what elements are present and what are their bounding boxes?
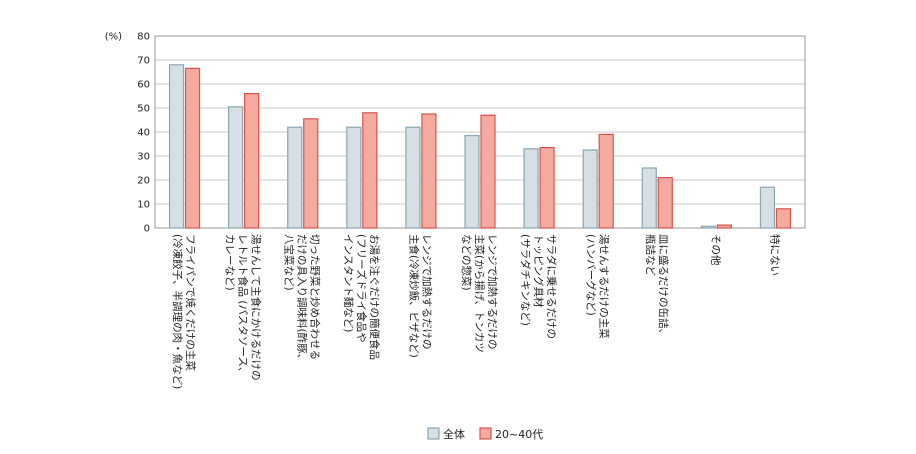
category-label: レンジで加熱するだけの bbox=[486, 234, 499, 350]
bar-all-6 bbox=[523, 148, 539, 229]
y-tick-label: 30 bbox=[137, 152, 150, 163]
category-label: トッピング具材 bbox=[532, 234, 545, 308]
legend-swatch bbox=[427, 427, 440, 440]
bar-all-7 bbox=[582, 149, 598, 229]
category-label: フライパンで焼くだけの主菜 bbox=[184, 234, 196, 371]
x-axis-labels: フライパンで焼くだけの主菜(冷凍餃子、半調理の肉・魚など) 湯せんして主食にかける… bbox=[171, 234, 780, 389]
category-label: レンジで加熱するだけの bbox=[420, 234, 433, 350]
bar-20-40-10 bbox=[775, 208, 792, 229]
category-label: 皿に盛るだけの缶詰、 bbox=[657, 234, 670, 339]
bar-all-8 bbox=[641, 167, 657, 229]
y-tick-label: 60 bbox=[137, 80, 150, 91]
bar-all-4 bbox=[405, 126, 421, 229]
bar-20-40-0 bbox=[184, 67, 201, 229]
y-tick-label: 0 bbox=[144, 224, 150, 235]
category-label: (サラダチキンなど) bbox=[519, 234, 532, 326]
category-label: レトルト食品 (パスタソース、 bbox=[237, 234, 250, 377]
bar-20-40-4 bbox=[421, 113, 437, 229]
bar-all-0 bbox=[168, 64, 185, 229]
bar-all-3 bbox=[346, 126, 362, 229]
y-tick-label: 10 bbox=[137, 200, 150, 211]
category-label: 主食(冷凍炒飯、ピザなど) bbox=[407, 234, 420, 358]
category-label: カレーなど) bbox=[224, 234, 236, 291]
category-label: 切った野菜と炒め合わせる bbox=[309, 234, 322, 360]
category-label: 湯せんして主食にかけるだけの bbox=[250, 234, 263, 381]
category-label: インスタント麺など) bbox=[342, 234, 355, 332]
category-label: (冷凍餃子、半調理の肉・魚など) bbox=[171, 234, 184, 389]
category-label: 特にない bbox=[768, 234, 780, 276]
bar-20-40-3 bbox=[362, 112, 378, 229]
bar-20-40-9 bbox=[716, 224, 732, 229]
category-label: だけの具入り調味料(酢豚、 bbox=[296, 234, 309, 364]
y-tick-label: 20 bbox=[137, 176, 150, 187]
bar-20-40-7 bbox=[598, 133, 614, 229]
category-label: 瓶詰など bbox=[644, 234, 657, 276]
bar-all-5 bbox=[464, 135, 480, 229]
category-label: (ハンバーグなど) bbox=[585, 234, 598, 316]
bars bbox=[168, 64, 792, 229]
bar-all-1 bbox=[228, 106, 244, 229]
legend-swatch bbox=[479, 427, 492, 440]
y-tick-label: 50 bbox=[137, 104, 150, 115]
y-axis: 0 10 20 30 40 50 60 70 80 (%) bbox=[105, 32, 150, 235]
y-tick-label: 70 bbox=[137, 56, 150, 67]
y-tick-label: 40 bbox=[137, 128, 150, 139]
bar-20-40-1 bbox=[244, 92, 260, 229]
bar-all-10 bbox=[759, 186, 776, 229]
y-unit-label: (%) bbox=[105, 32, 122, 43]
legend-label: 20~40代 bbox=[495, 428, 543, 441]
category-label: などの惣菜) bbox=[460, 234, 473, 291]
bar-20-40-6 bbox=[539, 147, 555, 229]
category-label: サラダに乗せるだけの bbox=[545, 234, 558, 339]
bar-all-2 bbox=[287, 126, 303, 229]
category-label: その他 bbox=[709, 234, 722, 266]
category-label: (フリーズドライ食品や bbox=[355, 234, 368, 343]
category-label: 八宝菜など) bbox=[283, 234, 296, 291]
y-tick-label: 80 bbox=[137, 32, 150, 43]
legend-label: 全体 bbox=[443, 427, 465, 441]
legend: 全体 20~40代 bbox=[427, 427, 543, 441]
bar-20-40-2 bbox=[303, 118, 319, 229]
category-label: 主菜(から揚げ、トンカツ bbox=[473, 234, 486, 353]
bar-20-40-8 bbox=[657, 177, 673, 229]
plot-frame bbox=[154, 35, 806, 229]
category-label: お湯を注ぐだけの簡便食品 bbox=[368, 234, 381, 360]
bar-all-9 bbox=[700, 225, 716, 229]
category-label: 湯せんするだけの主菜 bbox=[598, 234, 610, 339]
grid-lines bbox=[154, 35, 806, 229]
bar-20-40-5 bbox=[480, 114, 496, 229]
